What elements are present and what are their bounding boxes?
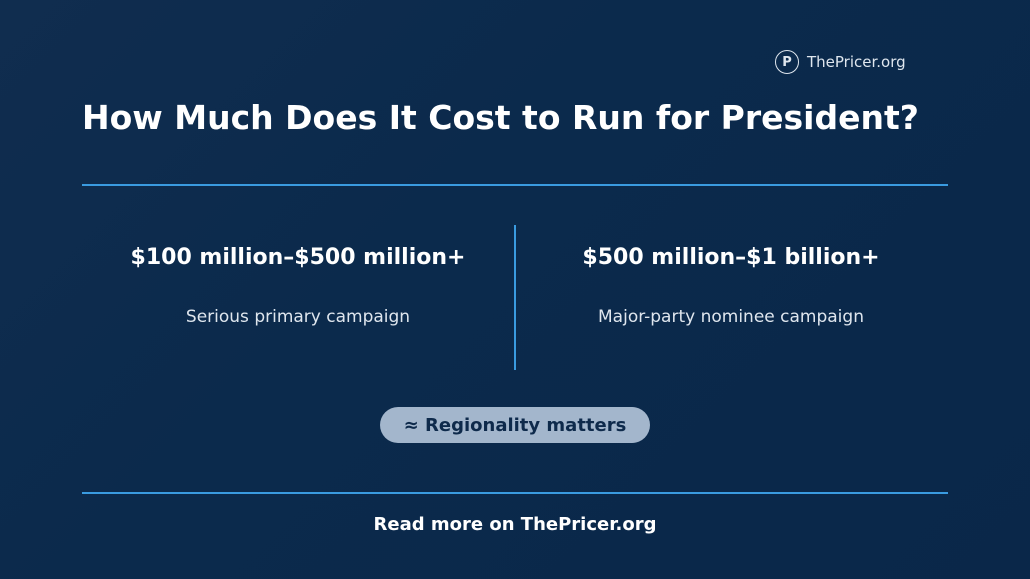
divider-line bbox=[82, 492, 948, 494]
brand-icon: P bbox=[775, 50, 799, 74]
amount: $500 million–$1 billion+ bbox=[582, 245, 880, 270]
brand: P ThePricer.org bbox=[775, 50, 906, 74]
label: Serious primary campaign bbox=[185, 307, 411, 327]
amount: $100 million–$500 million+ bbox=[130, 245, 466, 270]
brand-name: ThePricer.org bbox=[807, 53, 906, 71]
title: How Much Does It Cost to Run for Preside… bbox=[82, 98, 919, 137]
divider-line bbox=[82, 184, 948, 186]
column: $500 million–$1 billion+ Major-party nom… bbox=[516, 245, 946, 327]
footer-link[interactable]: Read more on ThePricer.org bbox=[373, 514, 657, 535]
badge: ≈ Regionality matters bbox=[380, 407, 650, 443]
column-divider bbox=[514, 225, 516, 370]
column: $100 million–$500 million+ Serious prima… bbox=[83, 245, 513, 327]
label: Major-party nominee campaign bbox=[598, 307, 864, 327]
